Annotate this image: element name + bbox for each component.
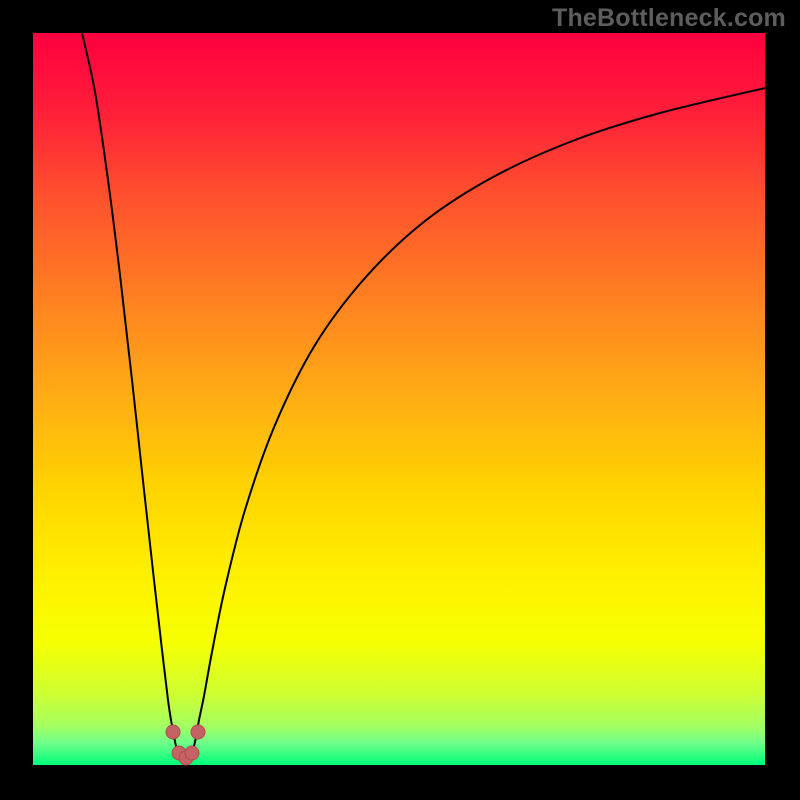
chart-container: TheBottleneck.com bbox=[0, 0, 800, 800]
chart-gradient-background bbox=[33, 33, 765, 765]
curve-marker-dot bbox=[191, 725, 205, 739]
bottleneck-curve-chart bbox=[0, 0, 800, 800]
curve-marker-dot bbox=[166, 725, 180, 739]
curve-marker-dot bbox=[185, 746, 199, 760]
watermark-text: TheBottleneck.com bbox=[552, 4, 786, 33]
